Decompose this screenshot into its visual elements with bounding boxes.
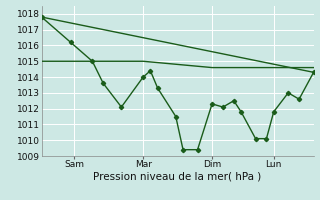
X-axis label: Pression niveau de la mer( hPa ): Pression niveau de la mer( hPa )	[93, 172, 262, 182]
